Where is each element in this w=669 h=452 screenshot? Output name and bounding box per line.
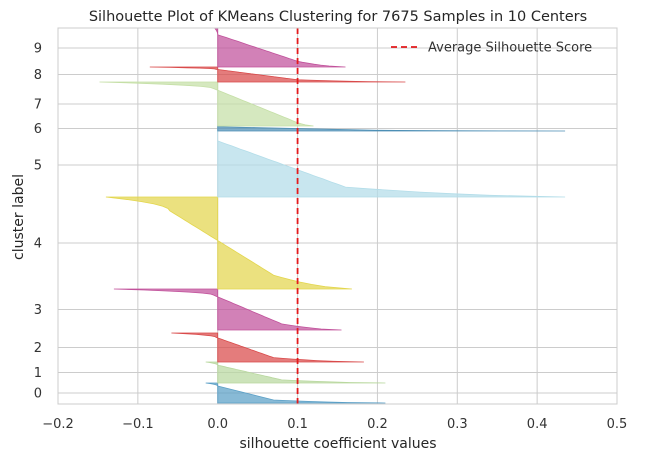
x-axis-label: silhouette coefficient values [240, 436, 437, 452]
plot-area [58, 28, 617, 404]
x-tick-label: 0.2 [367, 417, 388, 432]
x-tick-label: 0.1 [287, 417, 308, 432]
legend-label-average: Average Silhouette Score [428, 41, 592, 56]
y-tick-label: 2 [34, 341, 42, 356]
silhouette-cluster-7 [99, 81, 314, 127]
silhouette-cluster-5 [217, 130, 566, 198]
y-tick-label: 5 [34, 159, 42, 174]
plot-frame [57, 27, 618, 405]
silhouette-cluster-2 [171, 332, 364, 363]
silhouette-shapes [99, 28, 566, 404]
y-tick-label: 6 [34, 122, 42, 137]
y-tick-labels: 0 1 2 3 4 5 6 7 8 9 [34, 42, 42, 402]
silhouette-cluster-0 [205, 382, 386, 404]
y-axis-label: cluster label [11, 174, 27, 260]
silhouette-cluster-4 [105, 196, 352, 290]
silhouette-cluster-1 [205, 361, 386, 384]
x-tick-label: −0.2 [42, 417, 74, 432]
y-tick-label: 9 [34, 42, 42, 57]
y-tick-label: 1 [34, 366, 42, 381]
x-tick-label: 0.4 [527, 417, 548, 432]
y-tick-label: 3 [34, 303, 42, 318]
x-tick-label: 0.3 [447, 417, 468, 432]
y-tick-label: 7 [34, 98, 42, 113]
legend: Average Silhouette Score [391, 41, 592, 56]
y-tick-label: 0 [34, 387, 42, 402]
y-tick-label: 4 [34, 237, 42, 252]
silhouette-cluster-3 [113, 288, 342, 331]
x-tick-label: 0.0 [207, 417, 228, 432]
y-tick-label: 8 [34, 68, 42, 83]
chart-title: Silhouette Plot of KMeans Clustering for… [89, 9, 587, 25]
x-tick-label: 0.5 [607, 417, 628, 432]
silhouette-cluster-6 [217, 125, 566, 132]
x-tick-labels: −0.2 −0.1 0.0 0.1 0.2 0.3 0.4 0.5 [42, 417, 627, 432]
x-tick-label: −0.1 [122, 417, 154, 432]
